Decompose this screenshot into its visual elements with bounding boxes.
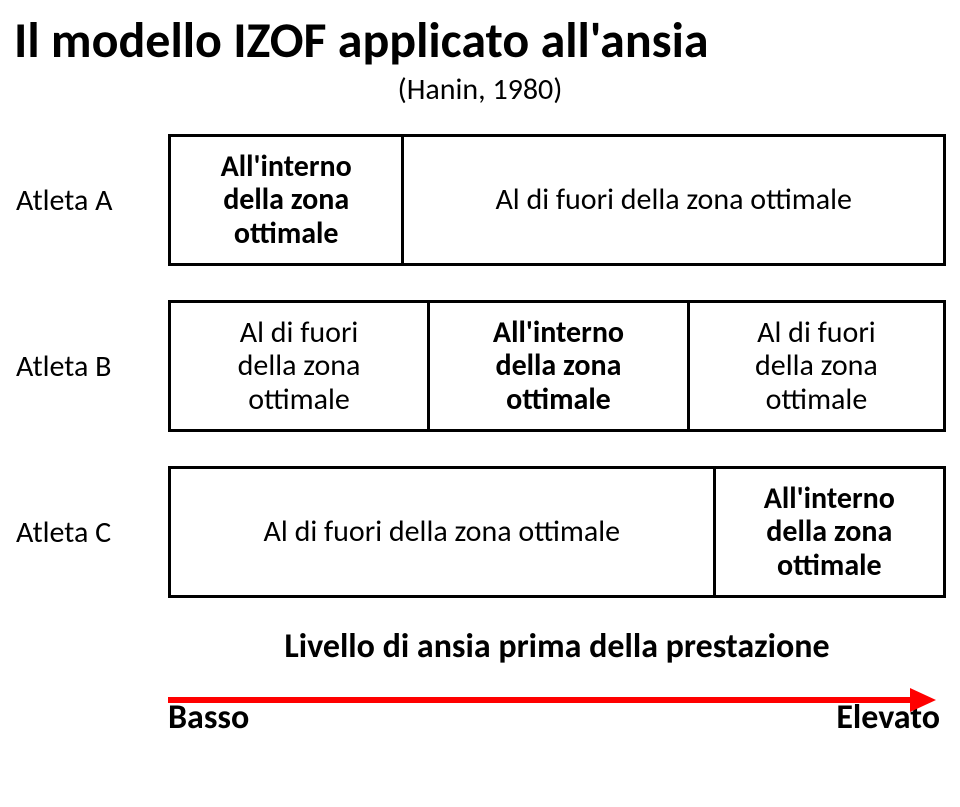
row-atleta-c: Atleta C Al di fuori della zona ottimale… <box>14 466 946 598</box>
row-atleta-a: Atleta A All'interno della zona ottimale… <box>14 134 946 266</box>
row-label-b: Atleta B <box>14 300 168 432</box>
row-b-boxes: Al di fuori della zona ottimale All'inte… <box>168 300 946 432</box>
axis-labels: Basso Elevato <box>168 697 940 738</box>
page-subtitle: (Hanin, 1980) <box>14 71 946 108</box>
row-a-box-1: Al di fuori della zona ottimale <box>401 134 946 266</box>
axis-caption: Livello di ansia prima della prestazione <box>14 626 946 667</box>
row-label-c: Atleta C <box>14 466 168 598</box>
diagram-rows: Atleta A All'interno della zona ottimale… <box>14 134 946 598</box>
page-title: Il modello IZOF applicato all'ansia <box>14 10 946 71</box>
row-b-box-2: Al di fuori della zona ottimale <box>687 300 946 432</box>
row-c-box-1: All'interno della zona ottimale <box>713 466 946 598</box>
axis-arrowhead-icon <box>910 688 936 712</box>
axis-line <box>168 697 910 703</box>
row-label-a: Atleta A <box>14 134 168 266</box>
row-c-box-0: Al di fuori della zona ottimale <box>168 466 713 598</box>
axis-label-low: Basso <box>168 697 249 738</box>
row-c-boxes: Al di fuori della zona ottimale All'inte… <box>168 466 946 598</box>
slide-page: Il modello IZOF applicato all'ansia (Han… <box>0 0 960 807</box>
row-a-boxes: All'interno della zona ottimale Al di fu… <box>168 134 946 266</box>
row-b-box-1: All'interno della zona ottimale <box>427 300 687 432</box>
anxiety-axis: Basso Elevato <box>14 697 946 738</box>
row-a-box-0: All'interno della zona ottimale <box>168 134 401 266</box>
row-atleta-b: Atleta B Al di fuori della zona ottimale… <box>14 300 946 432</box>
row-b-box-0: Al di fuori della zona ottimale <box>168 300 427 432</box>
